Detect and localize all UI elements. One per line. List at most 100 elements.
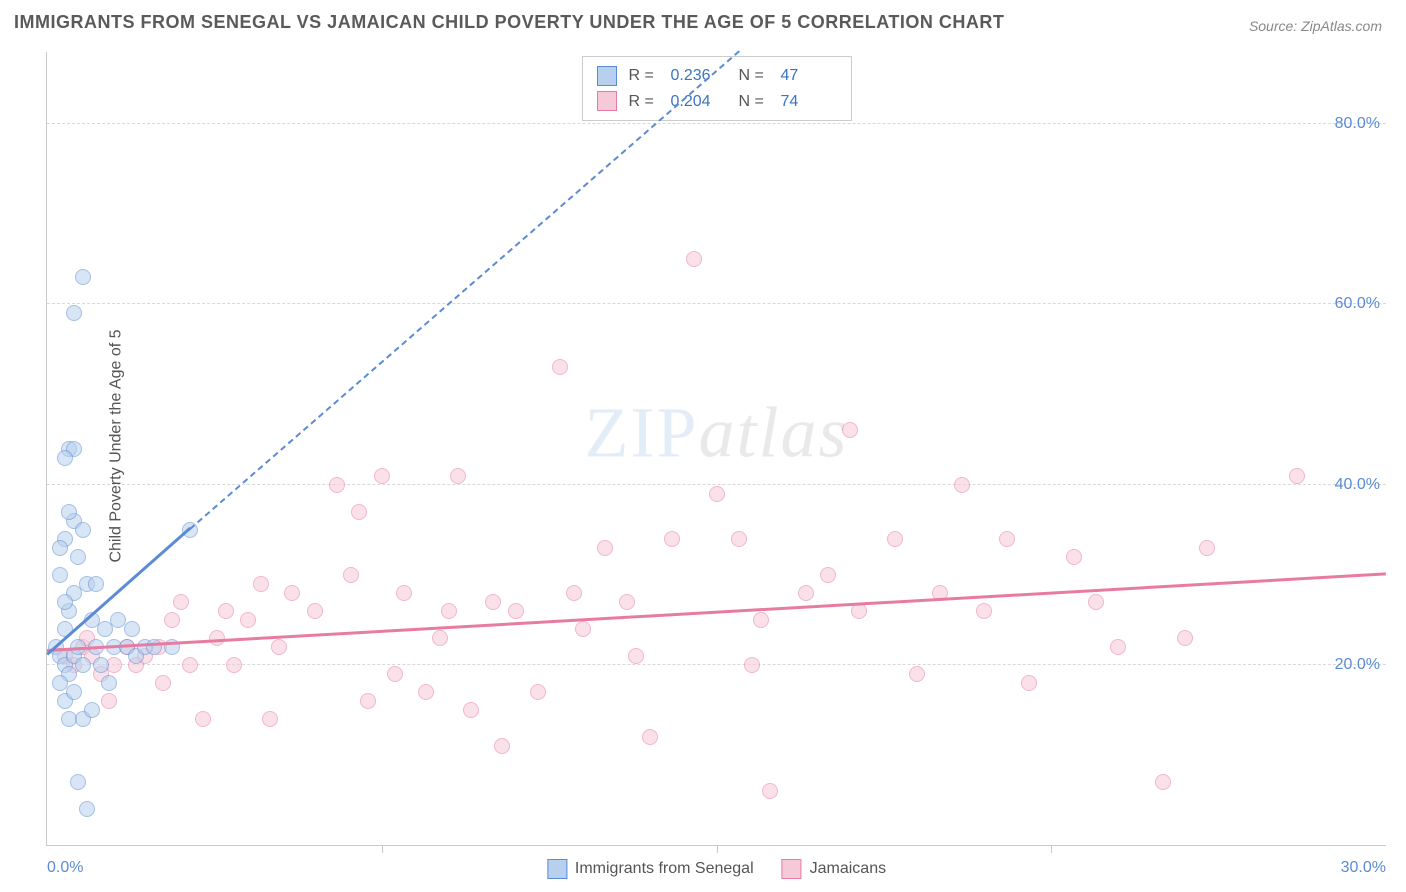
- scatter-point: [374, 468, 390, 484]
- scatter-point: [164, 612, 180, 628]
- scatter-point: [597, 540, 613, 556]
- scatter-point: [432, 630, 448, 646]
- legend-swatch-jamaicans-icon: [782, 859, 802, 879]
- watermark-atlas: atlas: [698, 392, 848, 472]
- watermark-zip: ZIP: [584, 392, 698, 472]
- scatter-point: [1110, 639, 1126, 655]
- scatter-point: [307, 603, 323, 619]
- scatter-point: [52, 540, 68, 556]
- chart-title: IMMIGRANTS FROM SENEGAL VS JAMAICAN CHIL…: [14, 12, 1004, 33]
- scatter-point: [494, 738, 510, 754]
- legend-label-jamaicans: Jamaicans: [810, 860, 886, 878]
- r-label: R =: [629, 89, 659, 115]
- scatter-point: [155, 675, 171, 691]
- scatter-point: [66, 684, 82, 700]
- scatter-point: [61, 504, 77, 520]
- scatter-point: [262, 711, 278, 727]
- gridline: [47, 664, 1386, 665]
- scatter-point: [57, 594, 73, 610]
- legend-swatch-senegal-icon: [547, 859, 567, 879]
- scatter-point: [240, 612, 256, 628]
- scatter-point: [441, 603, 457, 619]
- scatter-point: [909, 666, 925, 682]
- r-label: R =: [629, 63, 659, 89]
- scatter-point: [84, 702, 100, 718]
- gridline: [47, 484, 1386, 485]
- n-value-jamaicans: 74: [781, 89, 837, 115]
- scatter-point: [218, 603, 234, 619]
- watermark: ZIPatlas: [584, 391, 848, 474]
- scatter-point: [75, 269, 91, 285]
- scatter-point: [52, 675, 68, 691]
- scatter-point: [253, 576, 269, 592]
- n-value-senegal: 47: [781, 63, 837, 89]
- scatter-point: [387, 666, 403, 682]
- scatter-point: [731, 531, 747, 547]
- gridline: [47, 123, 1386, 124]
- scatter-point: [75, 657, 91, 673]
- scatter-point: [101, 675, 117, 691]
- scatter-point: [88, 576, 104, 592]
- scatter-point: [753, 612, 769, 628]
- scatter-point: [101, 693, 117, 709]
- y-tick-label: 80.0%: [1327, 115, 1380, 133]
- scatter-point: [351, 504, 367, 520]
- scatter-point: [450, 468, 466, 484]
- source-label: Source: ZipAtlas.com: [1249, 18, 1382, 34]
- scatter-point: [530, 684, 546, 700]
- scatter-point: [66, 305, 82, 321]
- legend-row-jamaicans: R = 0.204 N = 74: [597, 89, 837, 115]
- scatter-point: [976, 603, 992, 619]
- scatter-point: [1177, 630, 1193, 646]
- scatter-point: [999, 531, 1015, 547]
- scatter-point: [762, 783, 778, 799]
- scatter-point: [70, 774, 86, 790]
- scatter-point: [552, 359, 568, 375]
- series-legend: Immigrants from Senegal Jamaicans: [547, 859, 886, 879]
- scatter-point: [182, 657, 198, 673]
- scatter-point: [820, 567, 836, 583]
- scatter-point: [396, 585, 412, 601]
- scatter-point: [575, 621, 591, 637]
- scatter-point: [744, 657, 760, 673]
- scatter-point: [463, 702, 479, 718]
- scatter-point: [842, 422, 858, 438]
- y-tick-label: 40.0%: [1327, 476, 1380, 494]
- x-tick-label: 30.0%: [1341, 859, 1386, 877]
- scatter-point: [954, 477, 970, 493]
- scatter-point: [360, 693, 376, 709]
- scatter-point: [1289, 468, 1305, 484]
- scatter-point: [146, 639, 162, 655]
- scatter-point: [343, 567, 359, 583]
- scatter-point: [57, 450, 73, 466]
- scatter-plot-area: ZIPatlas R = 0.236 N = 47 R = 0.204 N = …: [46, 52, 1386, 846]
- scatter-point: [798, 585, 814, 601]
- scatter-point: [418, 684, 434, 700]
- legend-item-jamaicans: Jamaicans: [782, 859, 886, 879]
- legend-swatch-jamaicans: [597, 91, 617, 111]
- scatter-point: [642, 729, 658, 745]
- scatter-point: [93, 657, 109, 673]
- x-tick: [382, 845, 383, 853]
- scatter-point: [271, 639, 287, 655]
- scatter-point: [508, 603, 524, 619]
- scatter-point: [284, 585, 300, 601]
- scatter-point: [887, 531, 903, 547]
- scatter-point: [686, 251, 702, 267]
- scatter-point: [1088, 594, 1104, 610]
- y-tick-label: 60.0%: [1327, 295, 1380, 313]
- correlation-legend: R = 0.236 N = 47 R = 0.204 N = 74: [582, 56, 852, 121]
- scatter-point: [619, 594, 635, 610]
- scatter-point: [79, 801, 95, 817]
- scatter-point: [70, 549, 86, 565]
- scatter-point: [628, 648, 644, 664]
- n-label: N =: [739, 89, 769, 115]
- n-label: N =: [739, 63, 769, 89]
- scatter-point: [485, 594, 501, 610]
- scatter-point: [1199, 540, 1215, 556]
- legend-row-senegal: R = 0.236 N = 47: [597, 63, 837, 89]
- scatter-point: [664, 531, 680, 547]
- scatter-point: [709, 486, 725, 502]
- gridline: [47, 303, 1386, 304]
- scatter-point: [1155, 774, 1171, 790]
